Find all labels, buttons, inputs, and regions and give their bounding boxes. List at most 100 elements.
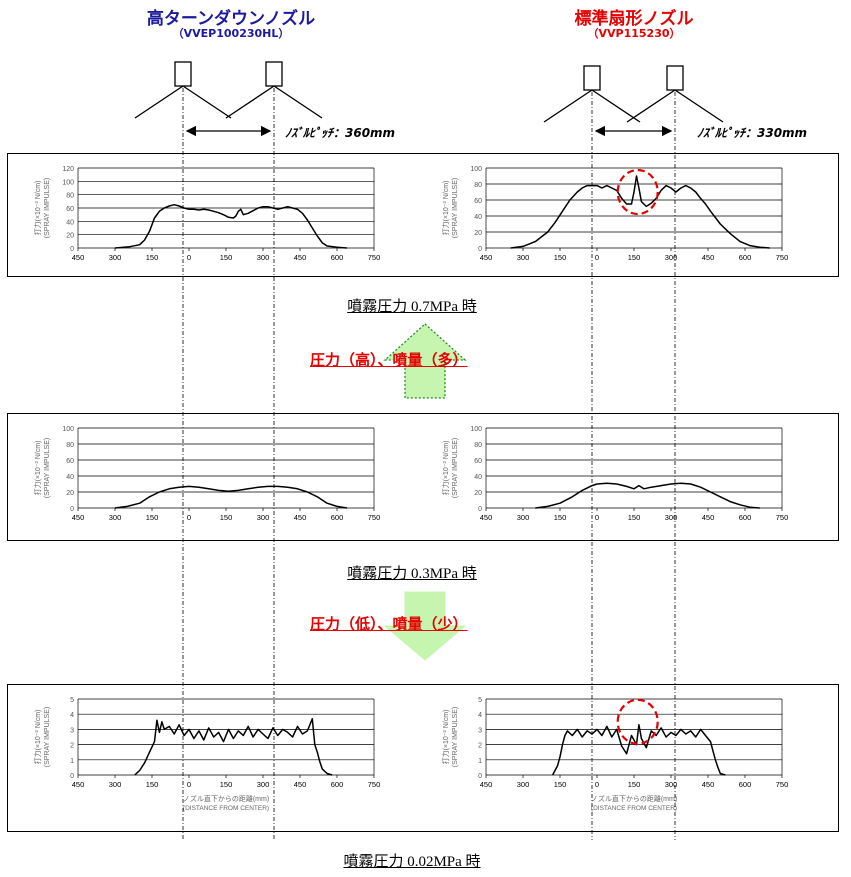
y-tick-label: 20 [66, 233, 74, 240]
x-tick-label: 300 [257, 513, 270, 522]
y-axis-label: 打力(×10⁻² N/cm) [33, 181, 42, 236]
y-tick-label: 80 [474, 442, 482, 449]
x-tick-label: 0 [187, 253, 191, 262]
x-tick-label: 150 [628, 253, 641, 262]
y-axis-sublabel: (SPRAY IMPULSE) [44, 438, 51, 498]
y-tick-label: 100 [62, 179, 74, 186]
x-tick-label: 450 [72, 780, 85, 789]
panel-0.7mpa [7, 153, 839, 277]
x-tick-label: 450 [480, 780, 493, 789]
x-tick-label: 300 [665, 253, 678, 262]
chart-0.7mpa-standard-fan: 0 20 40 60 80 100 450 300 150 0 150 300 450 600 750 打力(… [441, 166, 789, 262]
x-tick-label: 150 [220, 780, 233, 789]
caption-0.7mpa: 噴霧圧力 0.7MPa 時 [347, 299, 477, 315]
y-tick-label: 100 [470, 426, 482, 433]
x-tick-label: 750 [368, 253, 381, 262]
y-tick-label: 4 [70, 712, 74, 719]
arrow-up-icon [383, 323, 467, 399]
y-tick-label: 0 [70, 773, 74, 780]
x-tick-label: 0 [595, 780, 599, 789]
caption-0.3mpa: 噴霧圧力 0.3MPa 時 [347, 566, 477, 582]
x-tick-label: 300 [665, 513, 678, 522]
x-tick-label: 150 [628, 780, 641, 789]
y-axis-label: 打力(×10⁻² N/cm) [441, 181, 450, 236]
x-tick-label: 300 [517, 513, 530, 522]
pressure-decrease-label: 圧力（低）、噴量（少） [310, 615, 468, 633]
panel-0.3mpa [7, 413, 839, 541]
y-tick-label: 1 [478, 758, 482, 765]
y-tick-label: 40 [66, 219, 74, 226]
series-line [551, 724, 726, 776]
y-tick-label: 0 [70, 506, 74, 513]
y-axis-sublabel: (SPRAY IMPULSE) [452, 178, 459, 238]
y-tick-label: 20 [474, 230, 482, 237]
nozzle-icon [225, 61, 323, 119]
y-tick-label: 0 [478, 506, 482, 513]
x-tick-label: 450 [294, 513, 307, 522]
y-axis-sublabel: (SPRAY IMPULSE) [44, 178, 51, 238]
y-axis-label: 打力(×10⁻² N/cm) [33, 710, 42, 765]
y-tick-label: 40 [474, 474, 482, 481]
x-tick-label: 150 [554, 780, 567, 789]
x-tick-label: 450 [294, 253, 307, 262]
chart-0.3mpa-high-turndown: 0 20 40 60 80 100 450 300 150 0 150 300 450 600 750 打力(… [33, 426, 381, 522]
x-tick-label: 450 [294, 780, 307, 789]
y-tick-label: 1 [70, 758, 74, 765]
y-tick-label: 5 [478, 697, 482, 704]
y-tick-label: 60 [66, 206, 74, 213]
y-axis-label: 打力(×10⁻² N/cm) [33, 441, 42, 496]
y-tick-label: 20 [66, 490, 74, 497]
x-tick-label: 300 [257, 780, 270, 789]
x-tick-label: 150 [146, 780, 159, 789]
x-tick-label: 150 [146, 253, 159, 262]
y-tick-label: 40 [66, 474, 74, 481]
x-tick-label: 600 [739, 513, 752, 522]
x-tick-label: 750 [776, 253, 789, 262]
y-axis-sublabel: (SPRAY IMPULSE) [452, 438, 459, 498]
x-tick-label: 600 [739, 253, 752, 262]
x-tick-label: 0 [187, 513, 191, 522]
left-nozzle-pitch: ﾉｽﾞﾙﾋﾟｯﾁ：360mm [285, 126, 396, 140]
y-tick-label: 80 [474, 182, 482, 189]
x-tick-label: 300 [257, 253, 270, 262]
nozzle-icon [134, 61, 232, 119]
y-tick-label: 120 [62, 166, 74, 173]
y-tick-label: 60 [474, 198, 482, 205]
x-tick-label: 450 [702, 780, 715, 789]
x-tick-label: 450 [480, 513, 493, 522]
x-tick-label: 450 [702, 253, 715, 262]
right-nozzle-model: （VVP115230） [587, 27, 681, 40]
x-tick-label: 750 [776, 780, 789, 789]
y-tick-label: 4 [478, 712, 482, 719]
chart-0.7mpa-high-turndown: 0 20 40 60 80 100 120 450 300 150 0 150 300 450 600 750… [33, 166, 381, 262]
x-tick-label: 300 [109, 780, 122, 789]
y-axis-label: 打力(×10⁻² N/cm) [441, 441, 450, 496]
x-axis-sublabel: (DISTANCE FROM CENTER) [183, 805, 269, 812]
left-nozzle-title: 高ターンダウンノズル [146, 9, 316, 29]
y-tick-label: 0 [478, 773, 482, 780]
x-tick-label: 0 [187, 780, 191, 789]
x-tick-label: 0 [595, 253, 599, 262]
x-tick-label: 600 [331, 513, 344, 522]
x-tick-label: 150 [220, 253, 233, 262]
x-tick-label: 750 [368, 513, 381, 522]
x-tick-label: 150 [554, 513, 567, 522]
chart-0.02mpa-high-turndown: 0 1 2 3 4 5 450 300 150 0 150 300 450 600 750 打力(×10⁻² … [33, 697, 381, 812]
y-tick-label: 100 [470, 166, 482, 173]
x-tick-label: 750 [776, 513, 789, 522]
y-tick-label: 100 [62, 426, 74, 433]
series-line [535, 482, 760, 509]
x-tick-label: 450 [480, 253, 493, 262]
pressure-increase-label: 圧力（高）、噴量（多） [310, 351, 468, 369]
y-axis-sublabel: (SPRAY IMPULSE) [452, 707, 459, 767]
x-tick-label: 600 [331, 780, 344, 789]
series-line [114, 485, 348, 509]
x-axis-sublabel: (DISTANCE FROM CENTER) [591, 805, 677, 812]
y-tick-label: 60 [474, 458, 482, 465]
x-tick-label: 750 [368, 780, 381, 789]
x-tick-label: 450 [72, 253, 85, 262]
x-axis-label: ノズル直下からの距離(mm) [591, 794, 677, 803]
x-tick-label: 300 [109, 253, 122, 262]
y-tick-label: 0 [478, 246, 482, 253]
x-tick-label: 600 [739, 780, 752, 789]
